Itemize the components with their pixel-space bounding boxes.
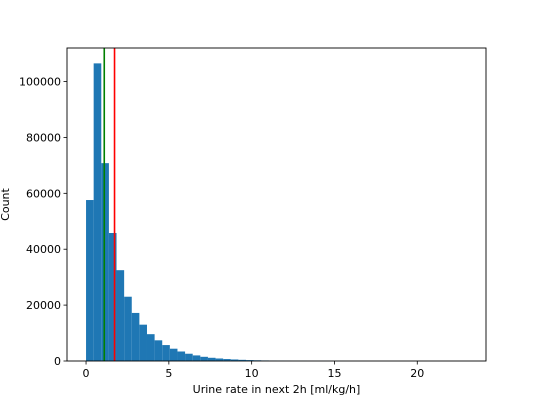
x-tick-label: 15 [327,367,341,380]
histogram-bar [101,163,109,361]
histogram-bar [200,357,208,361]
y-tick-label: 0 [54,355,61,368]
x-tick-label: 0 [83,367,90,380]
histogram-bar [86,200,94,361]
y-tick-label: 20000 [26,299,61,312]
histogram-bar [208,358,216,361]
histogram-bar [132,313,140,361]
histogram-bar [94,63,102,361]
histogram-bar [124,297,132,361]
y-tick-label: 60000 [26,187,61,200]
histogram-bar [117,270,125,361]
histogram-bar [162,345,170,361]
histogram-bar [193,355,201,361]
x-axis-label: Urine rate in next 2h [ml/kg/h] [193,383,361,396]
histogram-bar [170,349,178,361]
histogram-bar [177,351,185,361]
x-tick-label: 10 [245,367,259,380]
x-tick-label: 20 [410,367,424,380]
y-tick-label: 100000 [19,76,61,89]
histogram-bar [185,354,193,361]
histogram-bar [155,340,163,361]
x-tick-label: 5 [165,367,172,380]
y-tick-label: 40000 [26,243,61,256]
y-axis-label: Count [0,187,12,220]
histogram-bar [147,334,155,361]
histogram-bar [109,233,117,361]
histogram-bar [139,325,147,361]
y-tick-label: 80000 [26,131,61,144]
